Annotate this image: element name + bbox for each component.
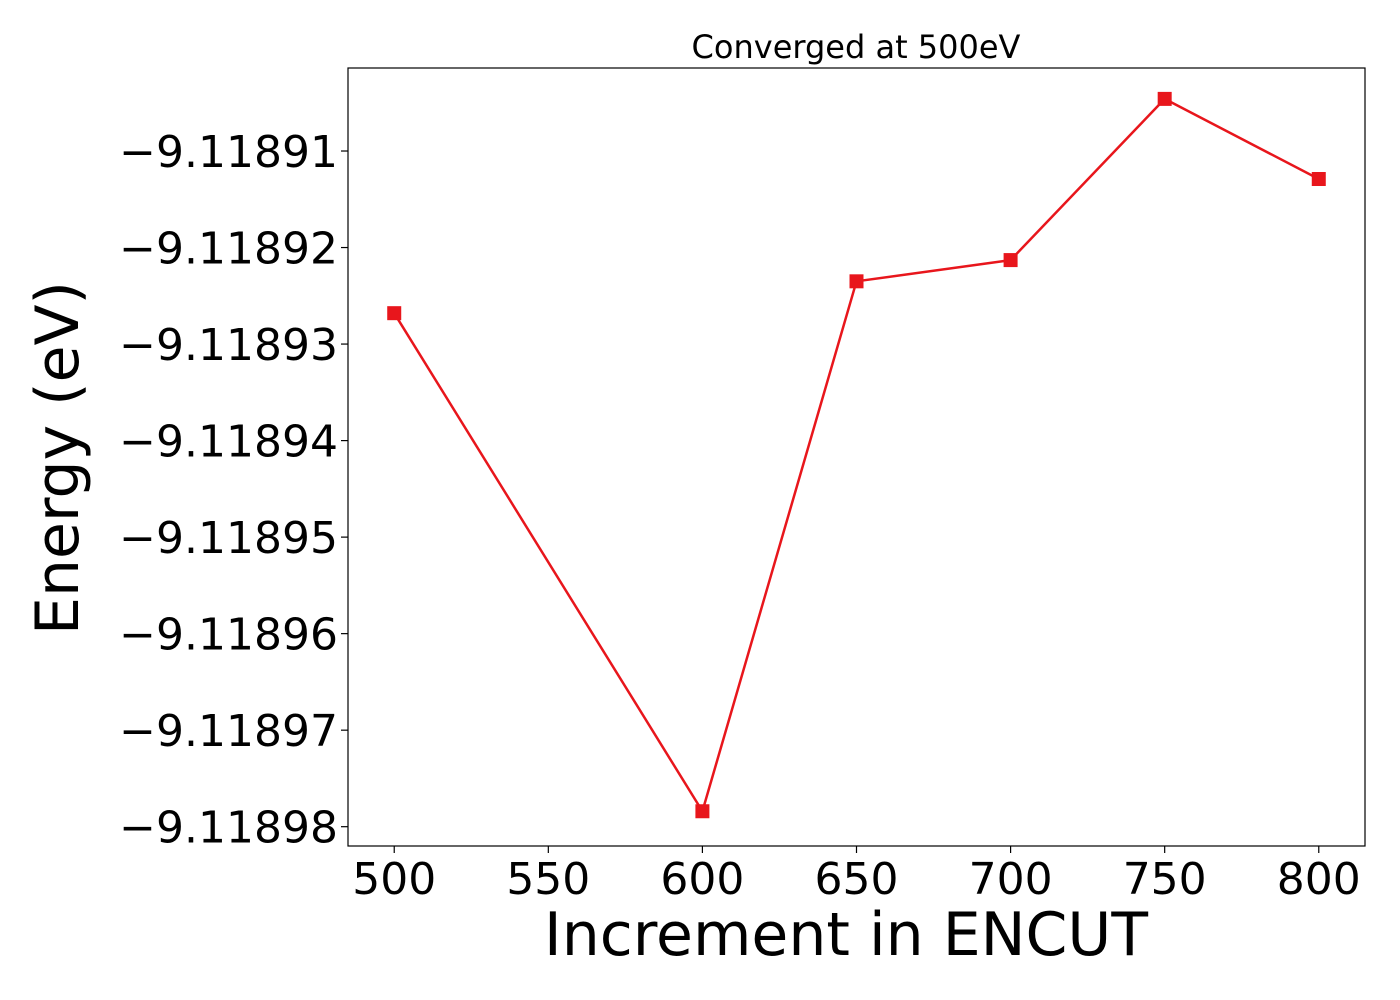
x-axis-title: Increment in ENCUT — [544, 900, 1148, 970]
x-axis-ticks: 500 550 600 650 700 750 800 — [352, 846, 1361, 905]
data-point-marker — [695, 804, 710, 819]
x-tick-label: 700 — [969, 854, 1053, 905]
y-axis-title: Energy (eV) — [23, 281, 93, 635]
y-tick-label: −9.11894 — [119, 417, 338, 468]
x-tick-label: 500 — [352, 854, 436, 905]
series-line — [393, 97, 1320, 813]
x-tick-label: 750 — [1123, 854, 1207, 905]
y-tick-label: −9.11893 — [119, 320, 338, 371]
x-tick-label: 600 — [660, 854, 744, 905]
x-tick-label: 650 — [815, 854, 899, 905]
y-tick-label: −9.11897 — [119, 706, 338, 757]
y-tick-label: −9.11898 — [119, 803, 338, 854]
data-point-marker — [1157, 91, 1172, 106]
plot-series — [387, 91, 1326, 819]
y-axis-ticks: −9.11891 −9.11892 −9.11893 −9.11894 −9.11895… — [119, 127, 348, 854]
chart-title: Converged at 500eV — [692, 28, 1021, 66]
y-tick-label: −9.11896 — [119, 610, 338, 661]
y-tick-label: −9.11891 — [119, 127, 338, 178]
data-point-marker — [1311, 172, 1326, 187]
plot-frame — [347, 67, 1366, 847]
data-point-marker — [849, 274, 864, 289]
x-tick-label: 550 — [506, 854, 590, 905]
y-tick-label: −9.11892 — [119, 224, 338, 275]
data-point-marker — [1003, 253, 1018, 268]
y-tick-label: −9.11895 — [119, 513, 338, 564]
data-point-marker — [387, 306, 402, 321]
x-tick-label: 800 — [1277, 854, 1361, 905]
